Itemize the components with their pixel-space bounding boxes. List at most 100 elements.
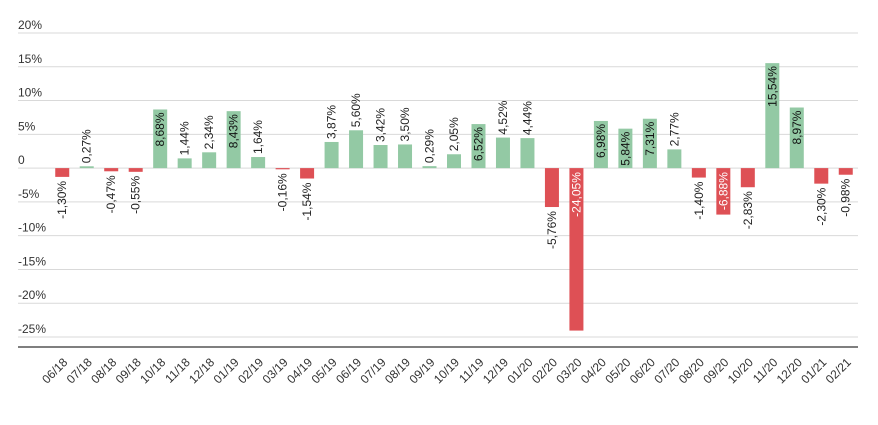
- bar: [716, 168, 731, 215]
- bar: [544, 168, 559, 208]
- y-tick-label: 5%: [18, 119, 36, 133]
- x-tick-label: 05/19: [309, 355, 340, 386]
- data-label: -2,30%: [814, 187, 828, 225]
- x-tick-label: 08/20: [676, 355, 707, 386]
- x-tick-label: 11/18: [162, 355, 193, 386]
- bar: [618, 128, 633, 169]
- data-label: 8,97%: [790, 110, 804, 144]
- data-label: 0,29%: [423, 129, 437, 163]
- data-label: 2,05%: [447, 117, 461, 151]
- data-label: 1,64%: [251, 120, 265, 154]
- data-label: -0,16%: [276, 173, 290, 211]
- bar: [642, 118, 657, 169]
- bar: [79, 166, 94, 169]
- bar-layer: [55, 63, 853, 331]
- y-tick-label: -10%: [18, 221, 46, 235]
- x-tick-label: 08/18: [88, 355, 119, 386]
- data-label: 2,34%: [202, 115, 216, 149]
- bar: [177, 158, 192, 169]
- data-label: -24,05%: [569, 172, 583, 217]
- bar: [569, 168, 584, 331]
- bar: [471, 124, 486, 169]
- data-label: -0,55%: [129, 176, 143, 214]
- y-tick-label: -25%: [18, 322, 46, 336]
- data-label: 2,77%: [667, 112, 681, 146]
- y-tick-label: 20%: [18, 18, 42, 32]
- data-label: 5,84%: [618, 131, 632, 165]
- y-tick-label: -5%: [18, 187, 40, 201]
- bar: [765, 63, 780, 169]
- x-tick-label: 08/19: [382, 355, 413, 386]
- data-label: -6,88%: [716, 172, 730, 210]
- x-tick-label: 09/20: [700, 355, 731, 386]
- data-label: -0,47%: [104, 175, 118, 213]
- bar: [447, 154, 461, 169]
- x-tick-label: 05/20: [602, 355, 633, 386]
- x-tick-label: 12/19: [480, 355, 511, 386]
- x-tick-label: 10/20: [725, 355, 756, 386]
- x-tick-label: 07/19: [358, 355, 389, 386]
- data-label: 3,50%: [398, 107, 412, 141]
- x-axis: 06/1807/1808/1809/1810/1811/1812/1801/19…: [39, 355, 854, 386]
- bar: [814, 168, 829, 184]
- data-label: -1,54%: [300, 182, 314, 220]
- y-axis: 20% 15% 10% 5% 0 -5% -10% -15% -20% -25%: [18, 18, 46, 336]
- x-tick-label: 01/19: [211, 355, 242, 386]
- x-tick-label: 02/20: [529, 355, 560, 386]
- x-tick-label: 10/18: [137, 355, 168, 386]
- data-label: 15,54%: [765, 66, 779, 107]
- bar: [153, 109, 168, 169]
- x-tick-label: 10/19: [431, 355, 462, 386]
- x-tick-label: 09/18: [113, 355, 144, 386]
- bar: [691, 168, 706, 178]
- data-label: 0,27%: [80, 129, 94, 163]
- data-label: 1,44%: [178, 121, 192, 155]
- bar: [495, 137, 510, 169]
- bar: [300, 168, 315, 179]
- y-tick-label: 10%: [18, 86, 42, 100]
- data-label: 4,44%: [520, 101, 534, 135]
- x-tick-label: 04/19: [284, 355, 315, 386]
- bar: [55, 168, 70, 177]
- y-tick-label: -15%: [18, 254, 46, 268]
- y-tick-label: 15%: [18, 52, 42, 66]
- x-tick-label: 06/18: [39, 355, 70, 386]
- x-tick-label: 03/20: [553, 355, 584, 386]
- y-tick-label: 0: [18, 153, 25, 167]
- bar: [422, 166, 437, 169]
- x-tick-label: 07/20: [651, 355, 682, 386]
- bar: [202, 152, 217, 169]
- y-tick-label: -20%: [18, 288, 46, 302]
- data-label: 6,52%: [471, 127, 485, 161]
- data-label: -2,83%: [741, 191, 755, 229]
- x-tick-label: 12/20: [774, 355, 805, 386]
- grid-layer: [18, 32, 858, 348]
- bar: [226, 111, 241, 169]
- bar: [251, 157, 266, 169]
- data-label: 6,98%: [594, 124, 608, 158]
- data-label: -1,30%: [55, 181, 69, 219]
- bar: [324, 141, 339, 169]
- bar: [128, 168, 143, 172]
- bar: [789, 107, 804, 169]
- x-tick-label: 09/19: [407, 355, 438, 386]
- data-label: 3,42%: [374, 108, 388, 142]
- x-tick-label: 01/20: [504, 355, 535, 386]
- bar: [373, 145, 388, 169]
- x-tick-label: 03/19: [260, 355, 291, 386]
- bar: [593, 120, 608, 169]
- bar: [520, 138, 535, 169]
- bar: [740, 168, 755, 188]
- bar: [104, 168, 119, 172]
- data-label: -0,98%: [839, 178, 853, 216]
- x-tick-label: 06/19: [333, 355, 364, 386]
- data-label: 4,52%: [496, 100, 510, 134]
- bar: [838, 168, 853, 175]
- data-label: -1,40%: [692, 181, 706, 219]
- x-tick-label: 02/19: [235, 355, 266, 386]
- data-label: 8,43%: [227, 114, 241, 148]
- data-label: 8,68%: [153, 112, 167, 146]
- data-label: 3,87%: [325, 105, 339, 139]
